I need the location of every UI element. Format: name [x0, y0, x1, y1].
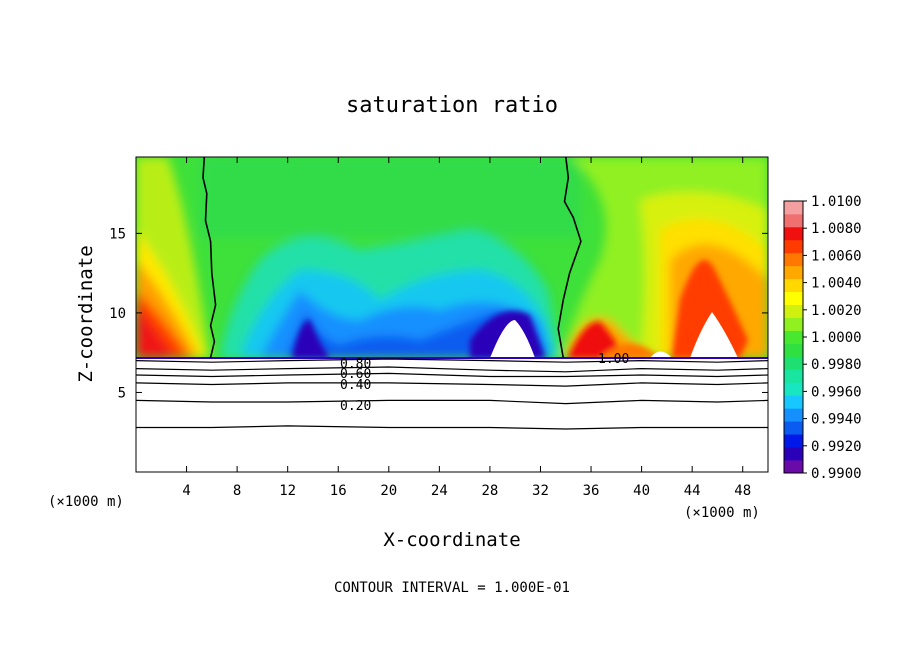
contour-line: [136, 372, 768, 378]
y-tick-label: 10: [109, 306, 126, 322]
colorbar-swatch: [784, 201, 803, 215]
colorbar-swatch: [784, 421, 803, 435]
x-tick-label: 12: [279, 483, 296, 499]
colorbar-label: 1.0080: [811, 221, 862, 237]
colorbar-swatch: [784, 447, 803, 461]
x-tick-label: 24: [431, 483, 448, 499]
colorbar-label: 0.9980: [811, 357, 862, 373]
colorbar-swatch: [784, 291, 803, 306]
colorbar-swatch: [784, 304, 803, 318]
chart-title: saturation ratio: [346, 93, 558, 118]
x-unit-right: (×1000 m): [684, 505, 760, 521]
colorbar-label: 1.0040: [811, 276, 862, 292]
y-tick-label: 15: [109, 226, 126, 242]
x-tick-label: 4: [182, 483, 190, 499]
colorbar-swatch: [784, 460, 803, 474]
x-axis-label: X-coordinate: [383, 529, 520, 551]
contour-label-020: 0.20: [340, 399, 371, 414]
colorbar-swatch: [784, 226, 803, 241]
colorbar-swatch: [784, 317, 803, 331]
contour-line: [136, 382, 768, 387]
contour-line: [136, 366, 768, 373]
colorbar-label: 0.9900: [811, 466, 862, 482]
colorbar-swatch: [784, 239, 803, 254]
colorbar-label: 1.0000: [811, 330, 862, 346]
x-axis: 4 8 12 16 20 24 28 32 36 40 44 48: [182, 157, 751, 499]
x-tick-label: 48: [734, 483, 751, 499]
colorbar-label: 1.0100: [811, 194, 862, 210]
saturation-boundary-line: [557, 157, 582, 358]
y-tick-label: 5: [118, 385, 126, 401]
y-axis: 5 10 15: [109, 226, 768, 401]
colorbar-swatch: [784, 213, 803, 228]
contour-interval-note: CONTOUR INTERVAL = 1.000E-01: [334, 580, 570, 596]
saturation-boundary-line: [202, 157, 217, 358]
saturation-boundaries: [202, 157, 582, 358]
colorbar-swatch: [784, 369, 803, 383]
x-tick-label: 36: [583, 483, 600, 499]
contour-label-100: 1.00: [598, 352, 629, 367]
colorbar-swatch: [784, 356, 803, 370]
colorbar-swatch: [784, 395, 803, 409]
colorbar-swatch: [784, 434, 803, 448]
colorbar-swatch: [784, 252, 803, 267]
contour-line: [136, 399, 768, 405]
y-axis-label: Z-coordinate: [75, 245, 97, 382]
plot-area: 0.80 0.60 0.40 0.20 1.00: [135, 156, 769, 473]
x-tick-label: 28: [481, 483, 498, 499]
x-unit-left: (×1000 m): [48, 494, 124, 510]
contour-line: [136, 425, 768, 430]
x-tick-label: 44: [684, 483, 701, 499]
plot-frame: [135, 156, 769, 473]
x-tick-label: 20: [380, 483, 397, 499]
contour-label-040: 0.40: [340, 378, 371, 393]
colorbar-swatch: [784, 330, 803, 344]
contour-lines: [136, 358, 768, 430]
x-tick-label: 8: [233, 483, 241, 499]
colorbar-swatch: [784, 382, 803, 396]
x-tick-label: 16: [330, 483, 347, 499]
saturation-field: [136, 157, 768, 472]
x-tick-label: 32: [532, 483, 549, 499]
colorbar-label: 1.0060: [811, 248, 862, 264]
colorbar-swatch: [784, 265, 803, 280]
colorbar-label: 0.9940: [811, 412, 862, 428]
contour-line: [136, 358, 768, 363]
colorbar-swatch: [784, 408, 803, 422]
colorbar-label: 0.9920: [811, 439, 862, 455]
colorbar-swatch: [784, 278, 803, 293]
contour-label-060: 0.60: [340, 367, 371, 382]
colorbar-label: 1.0020: [811, 303, 862, 319]
colorbar-swatch: [784, 343, 803, 357]
colorbar: 1.0100 1.0080 1.0060 1.0040 1.0020 1.0000 0.99…: [783, 194, 862, 482]
contour-label-080: 0.80: [340, 357, 371, 372]
x-tick-label: 40: [633, 483, 650, 499]
colorbar-label: 0.9960: [811, 384, 862, 400]
